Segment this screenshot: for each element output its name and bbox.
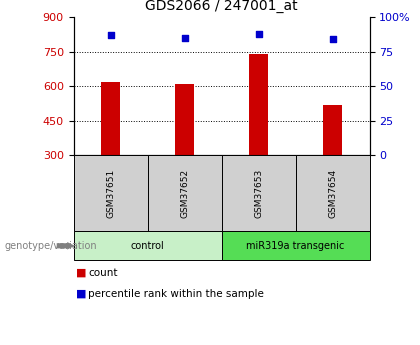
Text: GSM37654: GSM37654 <box>328 169 337 218</box>
Point <box>329 37 336 42</box>
Text: miR319a transgenic: miR319a transgenic <box>247 241 345 251</box>
Bar <box>175 84 194 155</box>
Bar <box>101 82 120 155</box>
Point <box>181 35 188 41</box>
Text: ■: ■ <box>76 268 86 277</box>
Text: GSM37651: GSM37651 <box>106 169 115 218</box>
Text: control: control <box>131 241 164 251</box>
Text: count: count <box>88 268 118 277</box>
Point <box>255 31 262 37</box>
Text: ■: ■ <box>76 289 86 299</box>
Text: GSM37653: GSM37653 <box>254 169 263 218</box>
Bar <box>323 105 342 155</box>
Text: GSM37652: GSM37652 <box>180 169 189 218</box>
Point <box>107 32 114 38</box>
Bar <box>249 54 268 155</box>
Title: GDS2066 / 247001_at: GDS2066 / 247001_at <box>145 0 298 13</box>
Text: genotype/variation: genotype/variation <box>4 241 97 251</box>
Text: percentile rank within the sample: percentile rank within the sample <box>88 289 264 299</box>
